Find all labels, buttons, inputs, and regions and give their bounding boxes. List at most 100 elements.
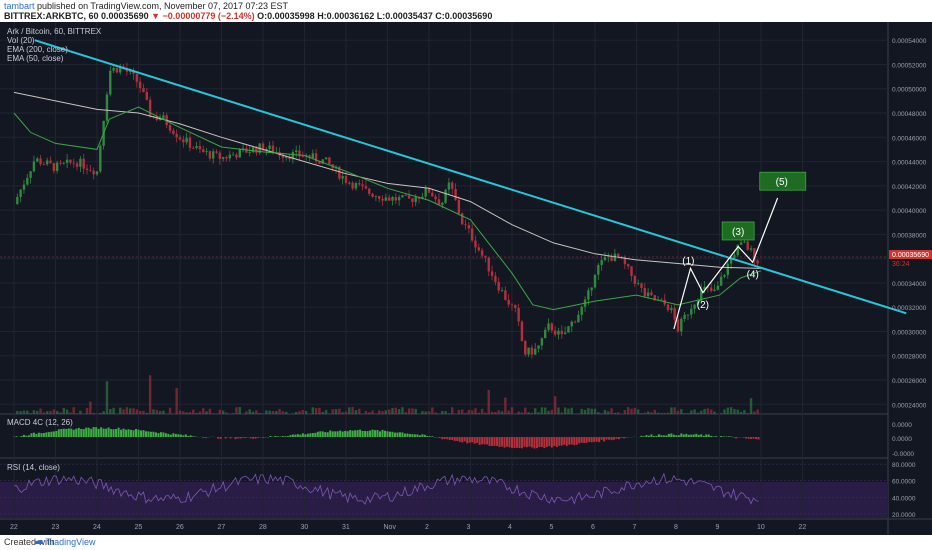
macd-bar: [281, 436, 284, 437]
volume-bar: [484, 412, 487, 414]
candle-body: [627, 264, 630, 267]
time-tick-label: 6: [591, 524, 595, 531]
macd-bar: [695, 433, 698, 437]
macd-bar: [453, 437, 456, 441]
volume-bar: [258, 412, 261, 414]
volume-bar: [587, 408, 590, 414]
macd-bar: [27, 435, 30, 437]
macd-bar: [501, 437, 504, 447]
candle-body: [623, 256, 627, 265]
volume-bar: [138, 410, 142, 414]
macd-bar: [22, 434, 25, 437]
volume-bar: [55, 410, 59, 414]
macd-bar: [361, 430, 364, 437]
candle-body: [487, 257, 490, 272]
macd-bar: [386, 431, 389, 437]
macd-bar: [77, 427, 80, 437]
candle-body: [138, 81, 142, 89]
volume-bar: [16, 410, 19, 414]
candle-body: [39, 158, 42, 165]
volume-bar: [105, 381, 109, 414]
candle-body: [288, 156, 291, 160]
candle-body: [231, 154, 235, 156]
tradingview-link[interactable]: TradingView: [46, 537, 96, 547]
candle-body: [723, 274, 726, 277]
volume-bar: [567, 408, 570, 414]
candle-body: [590, 287, 593, 291]
candle-body: [756, 260, 759, 264]
volume-bar: [69, 412, 72, 414]
macd-bar: [152, 431, 155, 437]
volume-bar: [122, 409, 125, 414]
candle-body: [115, 67, 119, 73]
elliott-wave[interactable]: (1) (2) (3) (4) (5): [673, 171, 807, 330]
macd-bar: [448, 437, 451, 440]
candle-body: [646, 292, 650, 297]
countdown-text: 36:24: [892, 261, 910, 268]
volume-bar: [368, 412, 371, 414]
macd-bar: [364, 430, 367, 437]
rsi-tick-label: 20.0000: [892, 512, 916, 519]
macd-bar: [92, 427, 95, 437]
macd-bar: [732, 437, 735, 438]
candle-body: [700, 289, 703, 302]
macd-bar: [157, 433, 160, 437]
macd-bar: [565, 437, 568, 446]
macd-bar: [132, 430, 135, 437]
price-tick-label: 0.00042000: [892, 184, 927, 191]
volume-bar: [467, 410, 471, 414]
volume-bar: [464, 413, 467, 414]
candle-body: [461, 213, 464, 225]
macd-bar: [130, 429, 133, 437]
macd-bar: [545, 437, 548, 447]
macd-bar: [110, 429, 113, 437]
candle-body: [291, 152, 295, 160]
candle-body: [421, 196, 424, 199]
price-chart[interactable]: (1) (2) (3) (4) (5) 0.00054000 0.00052000 0.00…: [0, 22, 932, 535]
volume-bar: [477, 412, 480, 414]
volume-bar: [540, 407, 544, 414]
wave-3-box: [721, 221, 755, 241]
author-link[interactable]: tambart: [4, 1, 35, 11]
last-price: 0.00035690: [101, 11, 149, 21]
price-tag-text: 0.00035690: [892, 252, 929, 259]
chart-area[interactable]: (1) (2) (3) (4) (5) 0.00054000 0.00052000 0.00…: [0, 22, 932, 535]
candle-body: [321, 159, 324, 164]
time-tick-label: 22: [10, 524, 18, 531]
volume-bar: [89, 401, 92, 414]
wave-path[interactable]: [673, 197, 779, 330]
macd-bar: [105, 428, 108, 437]
macd-bar: [742, 437, 745, 438]
volume-bar: [281, 411, 285, 414]
macd-bar: [408, 434, 411, 437]
volume-bar: [673, 407, 676, 414]
macd-bar: [299, 434, 302, 437]
time-axis[interactable]: 22 23 24 25 26 27 28 30 31 Nov 2 3 4 5 6 7 8 9 10 22: [10, 524, 806, 531]
macd-bar: [376, 430, 379, 437]
price-tick-label: 0.00040000: [892, 208, 927, 215]
macd-bar: [42, 433, 45, 437]
candle-body: [178, 137, 182, 140]
volume-bar: [182, 411, 185, 414]
volume-bar: [381, 411, 384, 414]
candle-body: [550, 323, 554, 331]
macd-bar: [139, 430, 142, 437]
macd-bar: [384, 430, 387, 437]
volume-bar: [248, 409, 251, 414]
candle-body: [251, 147, 255, 153]
volume-bar: [703, 408, 706, 414]
candle-body: [650, 292, 653, 296]
candle-body: [95, 171, 99, 175]
candle-body: [607, 256, 610, 257]
macd-bar: [391, 431, 394, 437]
volume-bar: [46, 411, 49, 414]
volume-bar: [298, 411, 301, 414]
trend-line[interactable]: [34, 39, 907, 315]
volume-bar: [749, 398, 753, 414]
candle-body: [354, 183, 358, 189]
volume-bar: [451, 407, 454, 414]
candle-body: [587, 290, 590, 300]
volume-bar: [447, 413, 451, 414]
macd-bar: [25, 435, 28, 437]
macd-bar: [50, 431, 53, 437]
